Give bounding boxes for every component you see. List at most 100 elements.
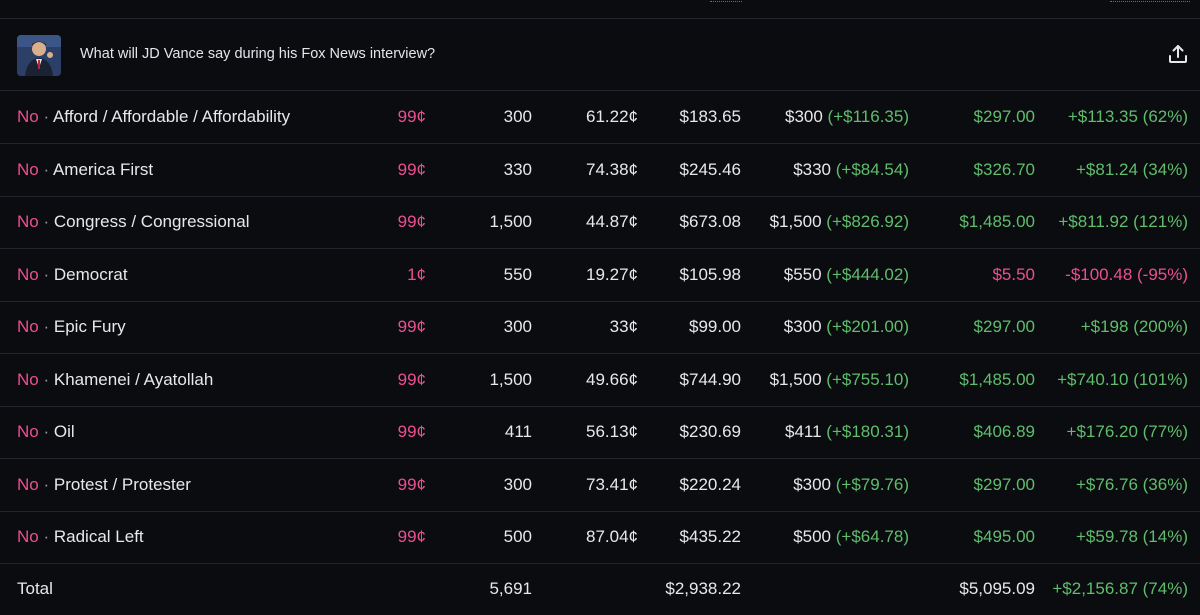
current-value: $5.50 — [992, 265, 1035, 284]
to-win-amount: $550 — [783, 265, 822, 284]
total-value: $5,095.09 — [959, 579, 1035, 598]
share-upload-icon[interactable] — [1166, 42, 1190, 66]
separator: · — [43, 317, 50, 336]
avg-price: 73.41¢ — [586, 475, 638, 494]
separator: · — [43, 160, 50, 179]
to-win: $300 (+$201.00) — [784, 301, 909, 353]
outcome-name[interactable]: No · Congress / Congressional — [17, 196, 249, 248]
outcome-label: America First — [52, 160, 154, 179]
cost: $245.46 — [679, 160, 741, 179]
to-win-gain: (+$180.31) — [826, 422, 909, 441]
shares: 330 — [503, 160, 532, 179]
avg-price: 49.66¢ — [586, 370, 638, 389]
separator: · — [43, 527, 50, 546]
pnl: +$176.20 (77%) — [1066, 422, 1188, 441]
avg-price: 74.38¢ — [586, 160, 638, 179]
outcome-name[interactable]: No · Epic Fury — [17, 301, 126, 353]
outcome-label: Congress / Congressional — [53, 212, 250, 231]
to-win-amount: $300 — [783, 317, 822, 336]
side-label: No — [17, 317, 39, 336]
current-price: 99¢ — [397, 107, 426, 126]
shares: 300 — [503, 107, 532, 126]
side-label: No — [17, 265, 39, 284]
current-value: $297.00 — [973, 107, 1035, 126]
total-label: Total — [17, 579, 53, 598]
cost: $230.69 — [679, 422, 741, 441]
outcome-name[interactable]: No · Democrat — [17, 249, 128, 301]
outcome-name[interactable]: No · Afford / Affordable / Affordability — [17, 91, 290, 143]
to-win: $1,500 (+$755.10) — [770, 354, 909, 406]
avg-price: 56.13¢ — [586, 422, 638, 441]
person-photo-icon — [17, 35, 61, 76]
cost: $744.90 — [679, 370, 741, 389]
outcome-name[interactable]: No · Khamenei / Ayatollah — [17, 354, 213, 406]
outcome-name[interactable]: No · Oil — [17, 406, 75, 458]
current-price: 99¢ — [397, 422, 426, 441]
pnl: +$198 (200%) — [1080, 317, 1188, 336]
to-win-gain: (+$444.02) — [826, 265, 909, 284]
to-win-amount: $300 — [793, 475, 832, 494]
separator: · — [43, 107, 50, 126]
to-win-gain: (+$826.92) — [826, 212, 909, 231]
cost: $220.24 — [679, 475, 741, 494]
avg-price: 44.87¢ — [586, 212, 638, 231]
header-dotted-underline — [710, 1, 742, 2]
outcome-label: Democrat — [53, 265, 128, 284]
table-row[interactable]: No · Protest / Protester 99¢ 300 73.41¢ $220… — [0, 459, 1200, 512]
shares: 1,500 — [489, 212, 532, 231]
to-win-gain: (+$84.54) — [835, 160, 909, 179]
market-title[interactable]: What will JD Vance say during his Fox Ne… — [80, 46, 436, 62]
outcome-name[interactable]: No · Radical Left — [17, 511, 144, 563]
to-win-gain: (+$116.35) — [827, 107, 909, 126]
to-win-gain: (+$79.76) — [835, 475, 909, 494]
outcome-name[interactable]: No · America First — [17, 144, 153, 196]
side-label: No — [17, 370, 39, 389]
current-price: 99¢ — [397, 527, 426, 546]
current-price: 99¢ — [397, 475, 426, 494]
table-row[interactable]: No · Oil 99¢ 411 56.13¢ $230.69 $411 (+$180.3… — [0, 406, 1200, 459]
avg-price: 87.04¢ — [586, 527, 638, 546]
side-label: No — [17, 212, 39, 231]
outcome-name[interactable]: No · Protest / Protester — [17, 459, 191, 511]
side-label: No — [17, 527, 39, 546]
outcome-label: Protest / Protester — [53, 475, 191, 494]
outcome-label: Oil — [53, 422, 75, 441]
cost: $435.22 — [679, 527, 741, 546]
table-row[interactable]: No · Khamenei / Ayatollah 99¢ 1,500 49.66¢ $… — [0, 354, 1200, 407]
to-win: $411 (+$180.31) — [785, 406, 909, 458]
table-row[interactable]: No · Afford / Affordable / Affordability… — [0, 91, 1200, 144]
table-row[interactable]: No · Radical Left 99¢ 500 87.04¢ $435.22 $500… — [0, 511, 1200, 564]
current-value: $1,485.00 — [959, 212, 1035, 231]
pnl: +$113.35 (62%) — [1067, 107, 1188, 126]
table-row[interactable]: No · Democrat 1¢ 550 19.27¢ $105.98 $550 (+$4… — [0, 249, 1200, 302]
pnl: -$100.48 (-95%) — [1065, 265, 1188, 284]
to-win: $550 (+$444.02) — [784, 249, 909, 301]
separator: · — [43, 422, 50, 441]
pnl: +$59.78 (14%) — [1076, 527, 1188, 546]
pnl: +$81.24 (34%) — [1076, 160, 1188, 179]
table-header-strip — [0, 0, 1200, 19]
table-row[interactable]: No · Epic Fury 99¢ 300 33¢ $99.00 $300 (+$201… — [0, 301, 1200, 354]
total-row: Total 5,691 $2,938.22 $5,095.09 +$2,156.… — [0, 563, 1200, 615]
current-price: 99¢ — [397, 317, 426, 336]
side-label: No — [17, 107, 39, 126]
market-header[interactable]: What will JD Vance say during his Fox Ne… — [0, 19, 1200, 91]
table-row[interactable]: No · America First 99¢ 330 74.38¢ $245.46 $33… — [0, 144, 1200, 197]
outcome-label: Radical Left — [53, 527, 144, 546]
shares: 500 — [503, 527, 532, 546]
current-value: $406.89 — [973, 422, 1035, 441]
table-row[interactable]: No · Congress / Congressional 99¢ 1,500 44.… — [0, 196, 1200, 249]
to-win: $330 (+$84.54) — [793, 144, 909, 196]
to-win-gain: (+$201.00) — [826, 317, 909, 336]
avg-price: 19.27¢ — [586, 265, 638, 284]
cost: $99.00 — [689, 317, 741, 336]
to-win: $500 (+$64.78) — [793, 511, 909, 563]
shares: 300 — [503, 317, 532, 336]
outcome-label: Khamenei / Ayatollah — [53, 370, 214, 389]
to-win-amount: $300 — [784, 107, 823, 126]
avg-price: 33¢ — [609, 317, 638, 336]
current-price: 1¢ — [407, 265, 426, 284]
to-win-amount: $330 — [793, 160, 832, 179]
current-price: 99¢ — [397, 212, 426, 231]
pnl: +$740.10 (101%) — [1057, 370, 1188, 389]
